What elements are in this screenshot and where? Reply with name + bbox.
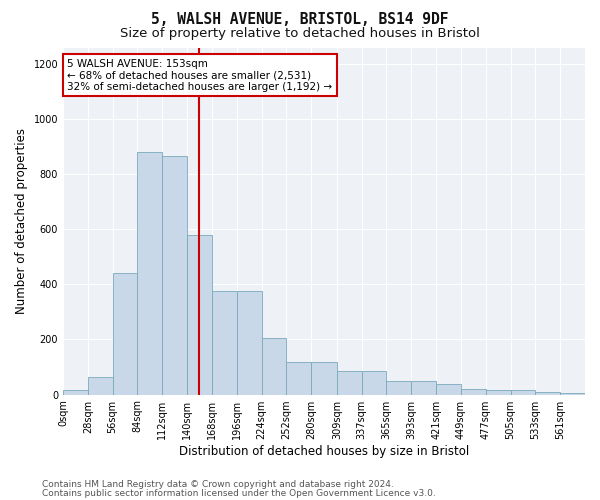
Bar [187,235,212,394]
Bar [63,390,88,394]
Bar [436,384,461,394]
Text: Contains public sector information licensed under the Open Government Licence v3: Contains public sector information licen… [42,490,436,498]
Bar [412,381,436,394]
Text: Contains HM Land Registry data © Crown copyright and database right 2024.: Contains HM Land Registry data © Crown c… [42,480,394,489]
Text: 5 WALSH AVENUE: 153sqm
← 68% of detached houses are smaller (2,531)
32% of semi-: 5 WALSH AVENUE: 153sqm ← 68% of detached… [67,58,332,92]
Bar [337,371,362,394]
Bar [311,362,337,394]
Bar [262,338,286,394]
Bar [113,274,137,394]
Bar [286,362,311,394]
Bar [237,292,262,395]
X-axis label: Distribution of detached houses by size in Bristol: Distribution of detached houses by size … [179,444,469,458]
Bar [560,393,585,394]
Y-axis label: Number of detached properties: Number of detached properties [15,128,28,314]
Bar [88,376,113,394]
Bar [461,388,486,394]
Bar [511,390,535,394]
Bar [162,156,187,394]
Bar [137,152,162,394]
Text: Size of property relative to detached houses in Bristol: Size of property relative to detached ho… [120,28,480,40]
Bar [535,392,560,394]
Bar [486,390,511,394]
Bar [212,292,237,395]
Text: 5, WALSH AVENUE, BRISTOL, BS14 9DF: 5, WALSH AVENUE, BRISTOL, BS14 9DF [151,12,449,28]
Bar [362,371,386,394]
Bar [386,381,412,394]
